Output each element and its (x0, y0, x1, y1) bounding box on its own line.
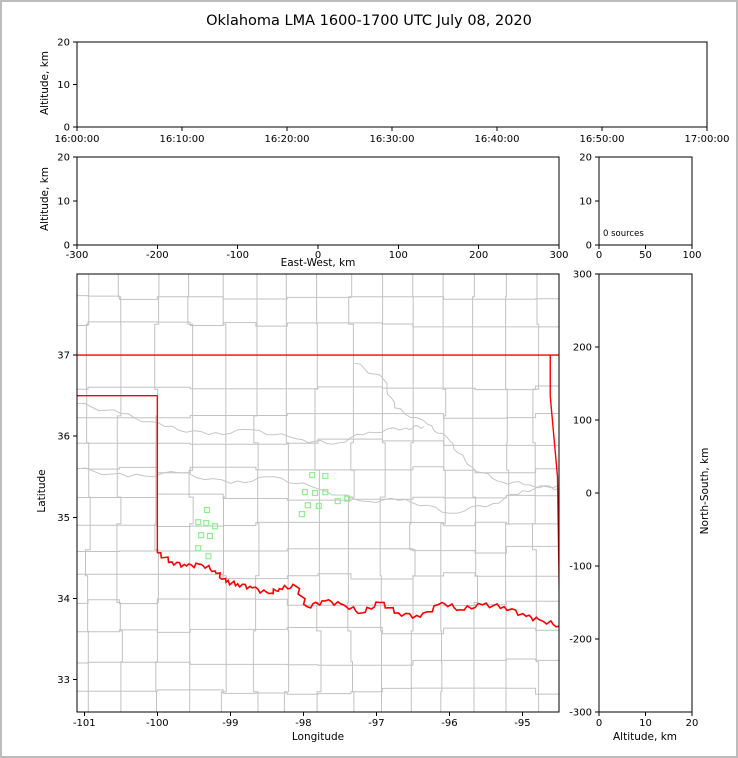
lma-station-marker (203, 506, 211, 514)
svg-text:34: 34 (57, 594, 70, 605)
figure-title: Oklahoma LMA 1600-1700 UTC July 08, 2020 (206, 13, 532, 29)
svg-text:37: 37 (57, 351, 70, 362)
svg-text:-200: -200 (146, 250, 169, 261)
svg-text:16:10:00: 16:10:00 (160, 134, 205, 145)
svg-text:-100: -100 (226, 250, 249, 261)
svg-text:-100: -100 (569, 562, 592, 573)
svg-text:-98: -98 (295, 718, 311, 729)
svg-text:0: 0 (64, 123, 70, 134)
svg-text:16:20:00: 16:20:00 (265, 134, 310, 145)
lma-station-marker (311, 489, 319, 497)
svg-text:200: 200 (573, 343, 592, 354)
svg-text:10: 10 (57, 80, 70, 91)
svg-text:0: 0 (315, 250, 321, 261)
svg-text:20: 20 (686, 718, 699, 729)
ns-panel-xlabel: Altitude, km (612, 731, 677, 743)
svg-text:-101: -101 (73, 718, 96, 729)
svg-text:0: 0 (64, 241, 70, 252)
lma-station-marker (195, 545, 202, 552)
ns-panel-ylabel: North-South, km (699, 447, 711, 535)
svg-text:100: 100 (573, 416, 592, 427)
svg-text:-99: -99 (222, 718, 238, 729)
lma-station-marker (206, 532, 214, 540)
svg-text:-300: -300 (66, 250, 89, 261)
svg-text:-300: -300 (569, 708, 592, 719)
ew-panel-xlabel: East-West, km (280, 257, 356, 269)
lma-station-marker (309, 472, 316, 479)
svg-text:-97: -97 (368, 718, 384, 729)
lma-station-marker (322, 489, 329, 496)
svg-text:50: 50 (639, 250, 652, 261)
svg-text:-100: -100 (146, 718, 169, 729)
lma-station-marker (322, 472, 329, 480)
lma-station-marker (205, 553, 212, 560)
svg-text:100: 100 (389, 250, 408, 261)
svg-text:0: 0 (596, 250, 602, 261)
svg-text:300: 300 (549, 250, 568, 261)
lma-station-marker (304, 502, 311, 509)
svg-text:10: 10 (579, 197, 592, 208)
svg-text:10: 10 (639, 718, 652, 729)
svg-text:300: 300 (573, 270, 592, 281)
svg-text:-96: -96 (441, 718, 457, 729)
svg-text:20: 20 (57, 38, 70, 49)
lma-station-marker (198, 532, 205, 539)
svg-text:0: 0 (596, 718, 602, 729)
svg-text:20: 20 (579, 153, 592, 164)
svg-text:36: 36 (57, 432, 70, 443)
lma-station-marker (344, 495, 351, 502)
svg-text:200: 200 (469, 250, 488, 261)
lma-station-marker (203, 519, 210, 527)
svg-text:33: 33 (57, 675, 70, 686)
map-ylabel-latitude: Latitude (36, 469, 48, 513)
svg-text:0: 0 (586, 241, 592, 252)
svg-text:-200: -200 (569, 635, 592, 646)
lma-station-marker (301, 489, 308, 496)
map-xlabel-longitude: Longitude (291, 731, 345, 743)
lma-station-marker (298, 510, 306, 518)
source-count-annotation: 0 sources (603, 229, 644, 239)
svg-text:16:50:00: 16:50:00 (580, 134, 625, 145)
lma-station-marker (334, 498, 341, 505)
svg-text:10: 10 (57, 197, 70, 208)
lma-station-marker (211, 523, 219, 530)
svg-text:35: 35 (57, 513, 70, 524)
svg-text:0: 0 (586, 489, 592, 500)
ew-panel-ylabel: Altitude, km (39, 167, 51, 232)
lma-station-marker (195, 519, 202, 526)
svg-text:20: 20 (57, 153, 70, 164)
svg-text:16:30:00: 16:30:00 (370, 134, 415, 145)
svg-text:-95: -95 (514, 718, 530, 729)
svg-text:17:00:00: 17:00:00 (685, 134, 730, 145)
svg-text:100: 100 (682, 250, 701, 261)
svg-text:16:40:00: 16:40:00 (475, 134, 520, 145)
lma-station-marker (315, 502, 322, 510)
svg-text:16:00:00: 16:00:00 (55, 134, 100, 145)
